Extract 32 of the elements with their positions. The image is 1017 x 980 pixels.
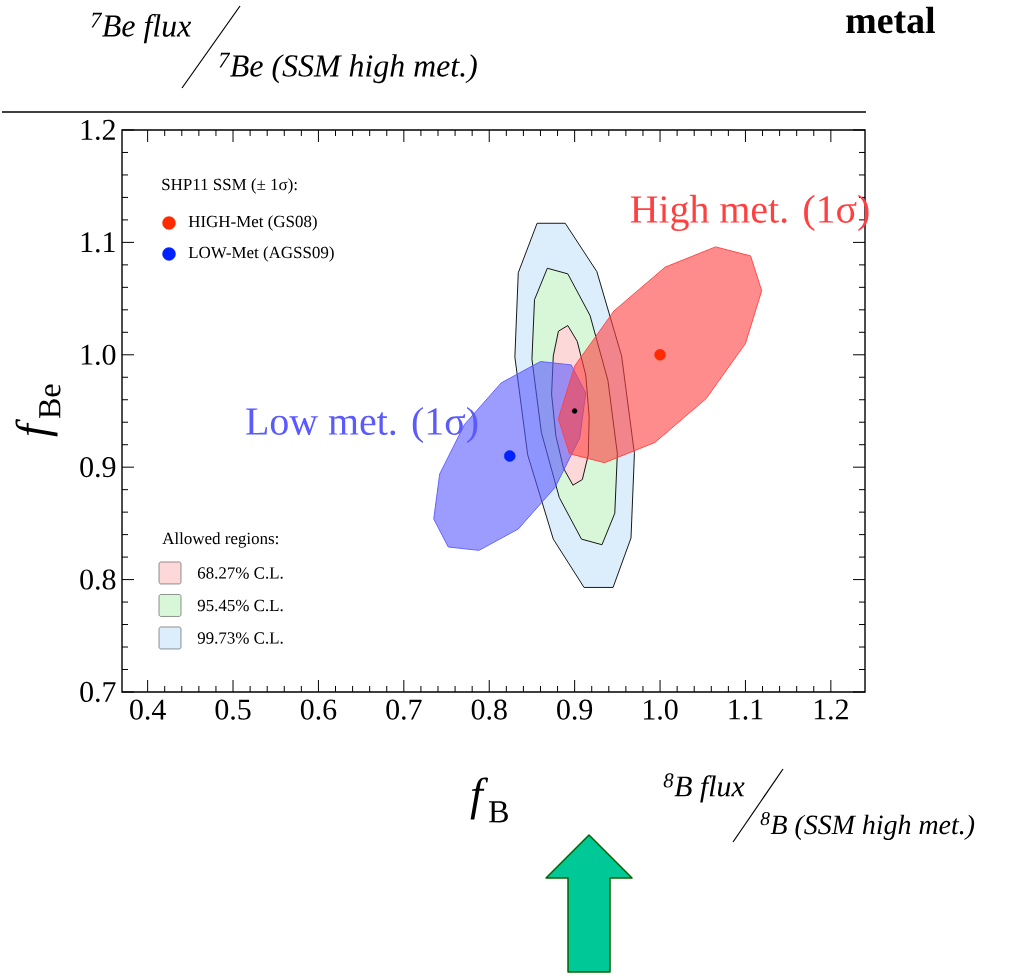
legend-label: HIGH-Met (GS08)	[188, 215, 317, 231]
y-tick-label: 1.1	[81, 232, 115, 253]
x-tick-label: 1.1	[729, 699, 763, 720]
point	[504, 450, 516, 462]
text: $^{8}$B flux	[663, 773, 745, 803]
text: metal	[846, 6, 935, 34]
x-axis-title: f$_{B}$	[470, 777, 508, 823]
x-tick-label: 1.2	[814, 699, 848, 720]
legend-title: SHP11 SSM (± 1σ):	[162, 178, 297, 194]
legend-label: 99.73% C.L.	[197, 632, 283, 644]
x-tick-label: 0.8	[471, 699, 507, 720]
x-tick-label: 0.9	[557, 699, 593, 720]
y-axis-title: f$_{Be}$	[15, 384, 61, 437]
y-tick-label: 0.8	[80, 569, 116, 590]
x-tick-label: 0.5	[215, 699, 251, 720]
text: $^{8}$B (SSM high met.)	[760, 812, 975, 840]
x-tick-label: 1.0	[643, 699, 678, 720]
x-tick-label: 0.7	[386, 699, 422, 720]
legend-label: LOW-Met (AGSS09)	[188, 246, 334, 262]
legend-label: 95.45% C.L.	[197, 599, 283, 612]
y-tick-label: 0.7	[80, 681, 116, 703]
legend-label: 68.27% C.L.	[197, 567, 283, 579]
point	[571, 408, 578, 414]
point	[654, 349, 666, 361]
annotation: Allowed regions:	[162, 532, 278, 548]
y-tick-label: 1.2	[81, 119, 115, 141]
y-tick-label: 1.0	[81, 344, 116, 365]
x-tick-label: 0.6	[300, 699, 337, 720]
x-tick-label: 0.4	[130, 699, 166, 720]
y-tick-label: 0.9	[80, 457, 116, 478]
text: $^{7}$Be flux	[91, 12, 192, 44]
text: $^{7}$Be (SSM high met.)	[219, 52, 477, 84]
